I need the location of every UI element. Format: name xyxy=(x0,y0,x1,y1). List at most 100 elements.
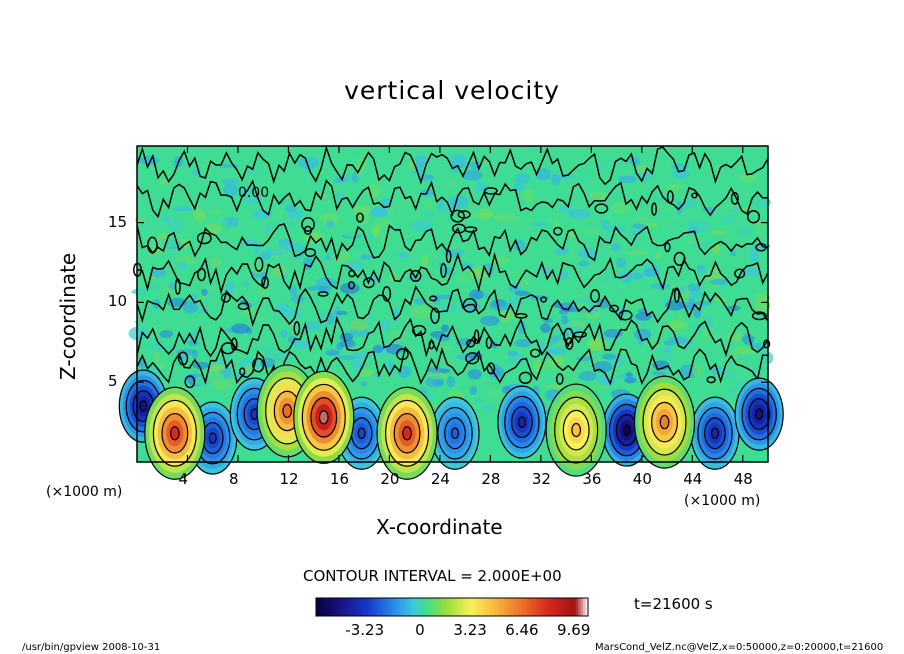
turbulence-cell xyxy=(580,228,599,236)
colorbar-swatch xyxy=(429,598,433,616)
contour-loop xyxy=(666,190,674,204)
turbulence-cell xyxy=(297,156,319,170)
colorbar-swatch xyxy=(464,598,468,616)
turbulence-cell xyxy=(598,275,614,284)
turbulence-cell xyxy=(128,326,148,341)
turbulence-cell xyxy=(158,361,165,369)
colorbar-swatch xyxy=(414,598,418,616)
turbulence-cell xyxy=(728,388,736,395)
contour-loop xyxy=(651,202,657,216)
turbulence-cell xyxy=(225,217,233,228)
turbulence-cell xyxy=(337,355,356,361)
turbulence-cell xyxy=(712,244,721,255)
colorbar-swatch xyxy=(417,598,421,616)
turbulence-cell xyxy=(229,255,236,265)
colorbar-swatch xyxy=(432,598,436,616)
updraft-contour xyxy=(169,426,180,441)
turbulence-cell xyxy=(360,369,374,377)
downdraft-contour xyxy=(450,427,460,440)
colorbar-swatch xyxy=(508,598,512,616)
turbulence-cell xyxy=(686,219,709,233)
turbulence-cell xyxy=(325,220,334,228)
turbulence-cell xyxy=(248,194,257,199)
x-tick-label: 4 xyxy=(178,470,189,488)
colorbar-swatch xyxy=(345,598,349,616)
contour-loop xyxy=(485,336,493,349)
contour-loop xyxy=(486,362,496,375)
convective-cells xyxy=(118,364,784,480)
colorbar-swatch xyxy=(583,598,587,616)
colorbar-swatch xyxy=(506,598,510,616)
updraft-contour xyxy=(571,422,582,438)
colorbar-swatch xyxy=(523,598,527,616)
turbulence-cell xyxy=(290,294,305,303)
colorbar-swatch xyxy=(328,598,332,616)
colorbar-swatch xyxy=(558,598,562,616)
contour-loop xyxy=(428,339,435,350)
contour-loop xyxy=(730,191,739,205)
turbulence-cell xyxy=(344,261,365,271)
contour-loop xyxy=(590,289,601,303)
turbulence-cell xyxy=(289,285,298,296)
colorbar-swatch xyxy=(491,598,495,616)
colorbar-tick-label: 3.23 xyxy=(453,621,487,639)
turbulence-cell xyxy=(353,204,371,216)
colorbar-swatch xyxy=(358,598,362,616)
turbulence-cell xyxy=(481,404,493,412)
colorbar-swatch xyxy=(400,598,404,616)
x-unit-right: (×1000 m) xyxy=(684,493,761,509)
turbulence-cell xyxy=(331,251,351,263)
colorbar-swatch xyxy=(390,598,394,616)
colorbar-swatch xyxy=(365,598,369,616)
x-tick-label: 24 xyxy=(430,470,450,488)
turbulence-cell xyxy=(141,217,150,229)
turbulence-cell xyxy=(409,306,432,319)
turbulence-cell xyxy=(263,346,275,357)
colorbar-tick-label: -3.23 xyxy=(345,621,385,639)
turbulence-cell xyxy=(268,217,291,231)
contour-loop xyxy=(355,212,364,223)
updraft-contour xyxy=(402,426,412,441)
turbulence-cell xyxy=(655,252,662,260)
turbulence-cell xyxy=(197,308,210,313)
turbulence-cell xyxy=(420,254,429,268)
contour-loop xyxy=(348,269,356,278)
chart-title: vertical velocity xyxy=(344,76,560,105)
colorbar-swatch xyxy=(405,598,409,616)
contour-loop xyxy=(473,329,480,345)
x-tick-label: 32 xyxy=(531,470,551,488)
colorbar-swatch xyxy=(545,598,550,616)
turbulence-cell xyxy=(616,257,627,268)
contour-loop xyxy=(465,352,480,365)
turbulence-cell xyxy=(360,381,367,387)
turbulence-cell xyxy=(615,290,624,296)
colorbar-swatch xyxy=(538,598,542,616)
colorbar-swatch xyxy=(516,598,520,616)
turbulence-cell xyxy=(199,164,209,169)
downdraft-contour xyxy=(710,427,720,440)
downdraft-contour xyxy=(208,432,217,444)
contour-line xyxy=(136,284,769,327)
turbulence-cell xyxy=(741,333,755,345)
colorbar-swatch xyxy=(434,598,438,616)
turbulence-cell xyxy=(279,245,301,251)
contour-loop xyxy=(514,313,528,319)
colorbar-swatch xyxy=(323,598,327,616)
turbulence-cell xyxy=(179,238,191,248)
turbulence-cell xyxy=(660,347,672,353)
turbulence-cell xyxy=(280,329,288,338)
colorbar-swatch xyxy=(377,598,381,616)
contour-interval: CONTOUR INTERVAL = 2.000E+00 xyxy=(303,567,562,585)
turbulence-cell xyxy=(172,206,193,212)
contour-loop xyxy=(450,209,465,223)
turbulence-cell xyxy=(339,339,356,348)
contour-loop xyxy=(429,295,438,302)
contour-loop xyxy=(762,339,771,349)
contour-loop xyxy=(293,321,301,336)
turbulence-cell xyxy=(226,280,236,295)
colorbar-swatch xyxy=(350,598,354,616)
contour-loop xyxy=(440,263,447,278)
turbulence-cell xyxy=(473,396,483,406)
colorbar-swatch xyxy=(536,598,540,616)
colorbar-swatch xyxy=(338,598,342,616)
